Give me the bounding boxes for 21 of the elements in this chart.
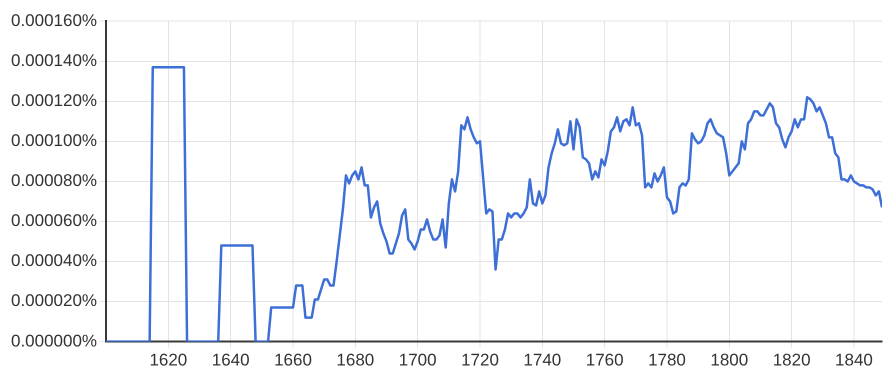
y-tick-label: 0.000020%: [10, 291, 98, 310]
y-tick-label: 0.000160%: [10, 10, 98, 30]
x-tick-label: 1820: [772, 350, 811, 370]
x-tick-label: 1680: [336, 350, 374, 370]
y-tick-label: 0.000040%: [10, 251, 98, 270]
y-tick-label: 0.000080%: [10, 171, 98, 190]
x-tick-label: 1780: [648, 350, 686, 370]
y-tick-label: 0.000060%: [10, 211, 98, 230]
y-tick-label: 0.000120%: [10, 90, 98, 110]
y-tick-label: 0.000140%: [10, 50, 98, 70]
x-tick-label: 1760: [586, 350, 624, 370]
x-tick-label: 1620: [149, 350, 188, 370]
x-tick-label: 1720: [461, 350, 499, 370]
x-tick-label: 1660: [274, 350, 312, 370]
x-tick-label: 1840: [835, 350, 873, 370]
y-tick-label: 0.000000%: [10, 331, 98, 350]
x-tick-label: 1800: [710, 350, 748, 370]
x-tick-label: 1700: [398, 350, 437, 370]
x-tick-label: 1740: [523, 350, 562, 370]
x-tick-label: 1640: [212, 350, 250, 370]
y-tick-label: 0.000100%: [10, 131, 98, 150]
